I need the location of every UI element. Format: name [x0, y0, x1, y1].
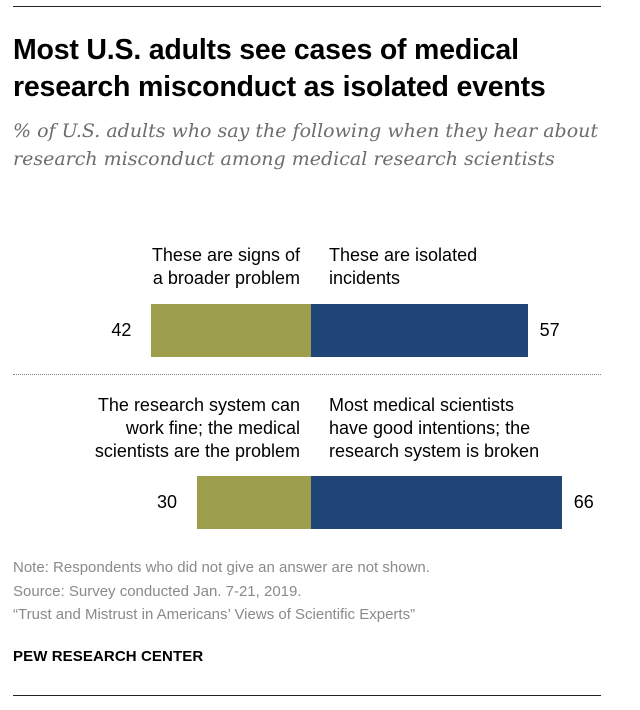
- report-title-text: “Trust and Mistrust in Americans’ Views …: [13, 606, 416, 623]
- note-text: Note: Respondents who did not give an an…: [13, 559, 430, 576]
- row-2-right-category-label: Most medical scientists have good intent…: [329, 395, 540, 461]
- pew-research-center-logo-text: PEW RESEARCH CENTER: [13, 648, 204, 665]
- chart-notes: Note: Respondents who did not give an an…: [13, 556, 613, 627]
- row-2-left-category-label: The research system can work fine; the m…: [94, 395, 300, 461]
- chart-subtitle: % of U.S. adults who say the following w…: [13, 120, 599, 170]
- row-2-left-bar: [197, 476, 311, 529]
- row-2-left-value-label: 30: [156, 492, 177, 512]
- bottom-rule: [13, 695, 601, 696]
- source-text: Source: Survey conducted Jan. 7-21, 2019…: [13, 582, 302, 600]
- row-2-right-bar: [311, 476, 562, 529]
- chart-title: Most U.S. adults see cases of medical re…: [13, 34, 546, 103]
- diverging-bar-chart: These are signs of a broader problem The…: [0, 236, 640, 546]
- row-divider: [13, 374, 601, 375]
- row-1-left-category-label: These are signs of a broader problem: [151, 245, 300, 288]
- row-1-right-bar: [311, 304, 528, 357]
- row-1-right-category-label: These are isolated incidents: [329, 245, 478, 288]
- row-1-left-value-label: 42: [111, 320, 132, 340]
- row-1-left-bar: [151, 304, 311, 357]
- row-2-right-value-label: 66: [573, 492, 594, 512]
- top-rule: [13, 6, 601, 7]
- row-1-right-value-label: 57: [539, 320, 560, 340]
